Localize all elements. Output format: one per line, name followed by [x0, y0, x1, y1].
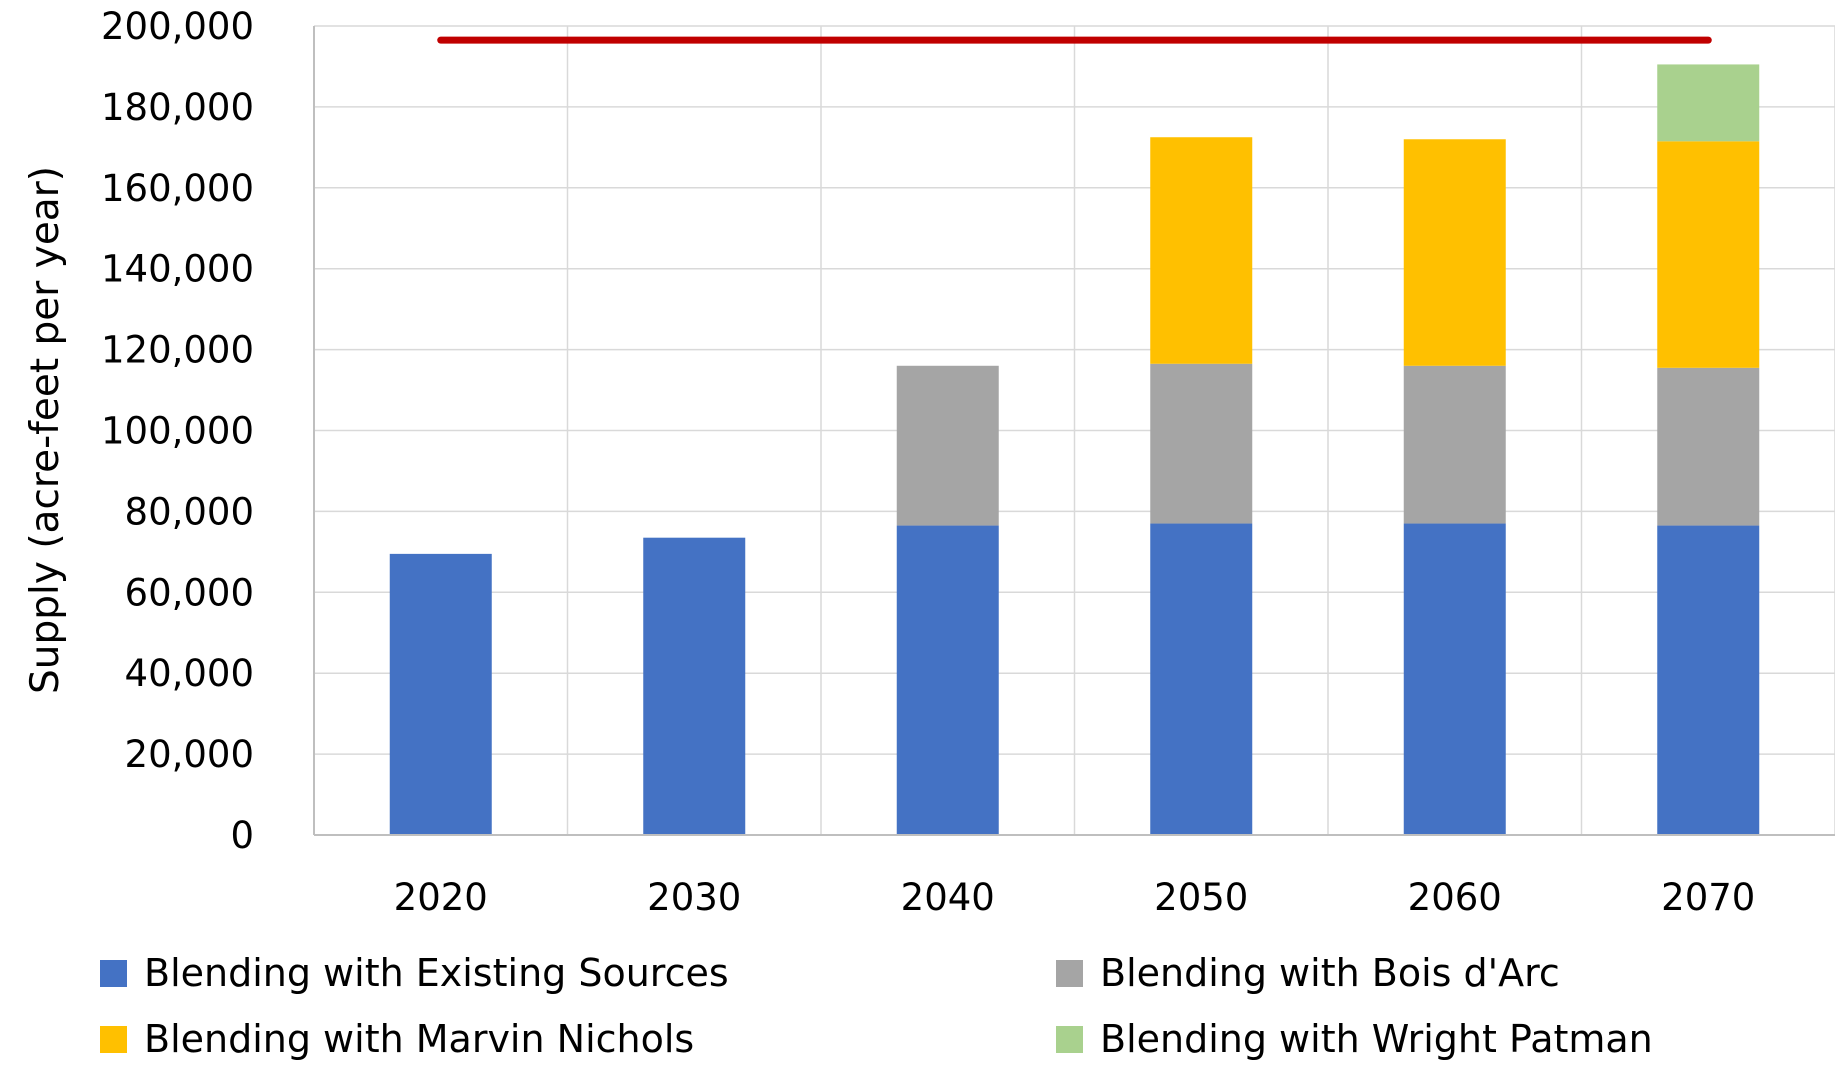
axes	[313, 26, 1835, 836]
x-tick-labels: 2020 2030 2040 2050 2060 2070	[394, 876, 1756, 919]
legend-label-blending-with-marvin-nichols: Blending with Marvin Nichols	[144, 1017, 694, 1061]
y-tick-label: 40,000	[125, 652, 254, 695]
y-axis-title: Supply (acre-feet per year)	[23, 166, 68, 694]
bar-2020-blending-with-existing-sources	[389, 553, 492, 835]
x-tick-label: 2060	[1408, 876, 1502, 919]
bar-2070-blending-with-bois-d-arc	[1657, 367, 1760, 526]
y-tick-label: 180,000	[101, 86, 254, 129]
bar-2050-blending-with-existing-sources	[1150, 523, 1253, 835]
x-tick-label: 2050	[1154, 876, 1248, 919]
legend-label-blending-with-bois-d-arc: Blending with Bois d'Arc	[1100, 951, 1560, 995]
y-tick-label: 100,000	[101, 410, 254, 453]
y-tick-label: 160,000	[101, 167, 254, 210]
y-tick-label: 120,000	[101, 329, 254, 372]
bar-2070-blending-with-existing-sources	[1657, 525, 1760, 835]
bar-2070-blending-with-marvin-nichols	[1657, 141, 1760, 368]
bar-2050-blending-with-bois-d-arc	[1150, 363, 1253, 524]
y-tick-label: 200,000	[101, 5, 254, 48]
y-tick-label: 80,000	[125, 490, 254, 533]
bar-2060-blending-with-bois-d-arc	[1403, 365, 1506, 524]
y-tick-label: 140,000	[101, 248, 254, 291]
gridlines	[313, 25, 1835, 835]
x-tick-label: 2070	[1661, 876, 1755, 919]
bar-2040-blending-with-bois-d-arc	[896, 365, 999, 526]
legend: Blending with Existing Sources Blending w…	[100, 951, 1653, 1061]
legend-label-blending-with-existing-sources: Blending with Existing Sources	[144, 951, 729, 995]
x-tick-label: 2030	[647, 876, 741, 919]
bars	[389, 64, 1760, 835]
legend-swatch-blending-with-bois-d-arc	[1056, 960, 1083, 987]
bar-2060-blending-with-existing-sources	[1403, 523, 1506, 835]
y-tick-label: 20,000	[125, 733, 254, 776]
legend-swatch-blending-with-existing-sources	[100, 960, 127, 987]
bar-2040-blending-with-existing-sources	[896, 525, 999, 835]
y-tick-labels: 0 20,000 40,000 60,000 80,000 100,000 120,000 1…	[101, 5, 254, 857]
x-tick-label: 2020	[394, 876, 488, 919]
bar-2060-blending-with-marvin-nichols	[1403, 139, 1506, 366]
bar-2050-blending-with-marvin-nichols	[1150, 137, 1253, 364]
legend-label-blending-with-wright-patman: Blending with Wright Patman	[1100, 1017, 1653, 1061]
bar-2070-blending-with-wright-patman	[1657, 64, 1760, 142]
y-tick-label: 0	[230, 814, 254, 857]
bar-2030-blending-with-existing-sources	[643, 537, 746, 835]
legend-swatch-blending-with-marvin-nichols	[100, 1026, 127, 1053]
legend-swatch-blending-with-wright-patman	[1056, 1026, 1083, 1053]
x-tick-label: 2040	[901, 876, 995, 919]
y-tick-label: 60,000	[125, 571, 254, 614]
